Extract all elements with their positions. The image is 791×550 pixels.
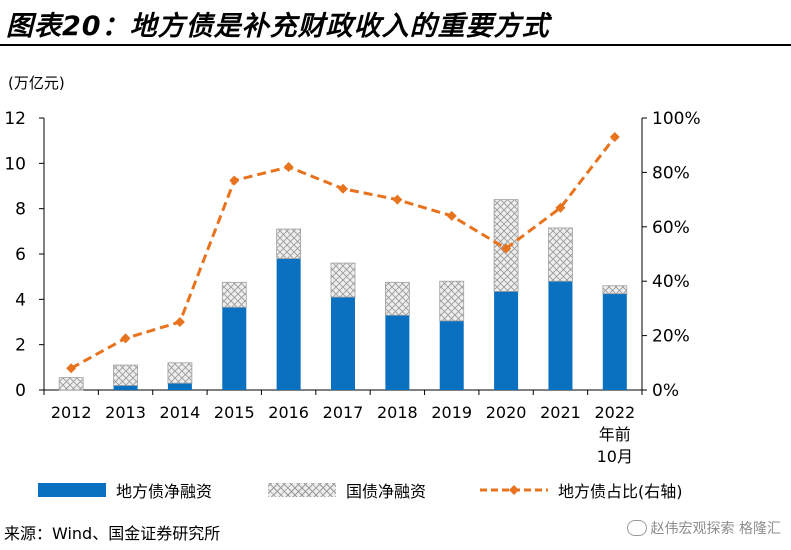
right-tick-label: 60% (652, 218, 690, 238)
ratio-point (229, 175, 240, 186)
bar-local-net (548, 281, 573, 390)
legend-national: 国债净融资 (268, 478, 426, 502)
bar-local-net (439, 320, 464, 390)
ratio-point (555, 202, 566, 213)
bar-local-net (331, 297, 355, 390)
axes (39, 117, 647, 395)
legend-label-national: 国债净融资 (346, 482, 427, 501)
chart-title: 图表20：地方债是补充财政收入的重要方式 (6, 11, 550, 42)
watermark-text: 赵伟宏观探索 格隆汇 (650, 521, 781, 537)
ratio-point (66, 363, 77, 374)
x-tick-label: 2019 (431, 403, 472, 422)
x-tick-label: 2014 (160, 403, 201, 422)
bar-local-net (276, 258, 301, 390)
bar-national-net (602, 285, 628, 295)
bar-national-net (384, 281, 410, 316)
left-tick-label: 0 (15, 381, 26, 401)
ratio-point (120, 333, 131, 344)
legend-local: 地方债净融资 (38, 478, 212, 502)
bars (58, 199, 628, 391)
bar-national-net (167, 362, 193, 384)
right-tick-label: 40% (652, 272, 690, 292)
legend-label-local: 地方债净融资 (116, 482, 213, 501)
legend-swatch-national (268, 483, 336, 497)
bar-national-net (58, 377, 84, 391)
bar-national-net (221, 281, 247, 308)
x-tick-label: 2013 (105, 403, 146, 422)
left-tick-label: 10 (4, 154, 26, 174)
x-tick-label: 2016 (268, 403, 309, 422)
x-tick-label: 2017 (323, 403, 364, 422)
right-tick-label: 20% (652, 327, 690, 347)
bar-national-net (113, 364, 138, 386)
x-tick-label: 年前 (599, 425, 631, 444)
right-tick-label: 100% (652, 109, 701, 129)
x-tick-label: 10月 (597, 447, 633, 466)
title-rule (0, 44, 791, 46)
bar-local-net (167, 383, 192, 390)
ratio-point (609, 132, 620, 143)
bar-local-net (602, 293, 627, 390)
bar-local-net (113, 385, 138, 390)
source-note: 来源：Wind、国金证券研究所 (4, 524, 221, 543)
left-tick-label: 12 (4, 109, 26, 129)
bar-national-net (276, 228, 302, 259)
left-tick-label: 2 (15, 336, 26, 356)
ratio-point (392, 194, 403, 205)
x-tick-label: 2018 (377, 403, 418, 422)
bar-local-net (222, 307, 247, 390)
x-tick-label: 2015 (214, 403, 255, 422)
bar-local-net (494, 291, 519, 390)
ratio-point (338, 183, 348, 194)
right-tick-label: 0% (652, 381, 679, 401)
tick-labels: 0 2 4 6 8 10 12 0% 20% 40% 60% 80% 100% 2012 2013 2014 2… (4, 109, 700, 466)
left-axis-unit: (万亿元) (8, 74, 65, 92)
legend-ratio: 地方债占比(右轴) (478, 478, 683, 502)
x-tick-label: 2020 (486, 403, 527, 422)
left-tick-label: 4 (15, 290, 26, 310)
left-tick-label: 8 (15, 200, 26, 220)
ratio-point (174, 317, 185, 327)
bar-national-net (548, 227, 573, 282)
ratio-line (66, 132, 620, 374)
right-tick-label: 80% (652, 163, 690, 183)
bar-national-net (439, 280, 465, 322)
bar-national-net (330, 262, 356, 298)
bar-local-net (385, 315, 410, 390)
legend-label-ratio: 地方债占比(右轴) (558, 482, 683, 501)
legend-swatch-local (38, 483, 106, 497)
ratio-point (446, 210, 457, 221)
x-tick-label: 2022 (594, 403, 635, 422)
x-tick-label: 2012 (51, 403, 92, 422)
legend-swatch-ratio (480, 485, 548, 495)
watermark: 赵伟宏观探索 格隆汇 (626, 518, 781, 538)
ratio-point (501, 243, 512, 254)
wechat-icon (626, 520, 647, 536)
x-tick-label: 2021 (540, 403, 581, 422)
ratio-point (283, 161, 294, 172)
left-tick-label: 6 (15, 245, 26, 265)
